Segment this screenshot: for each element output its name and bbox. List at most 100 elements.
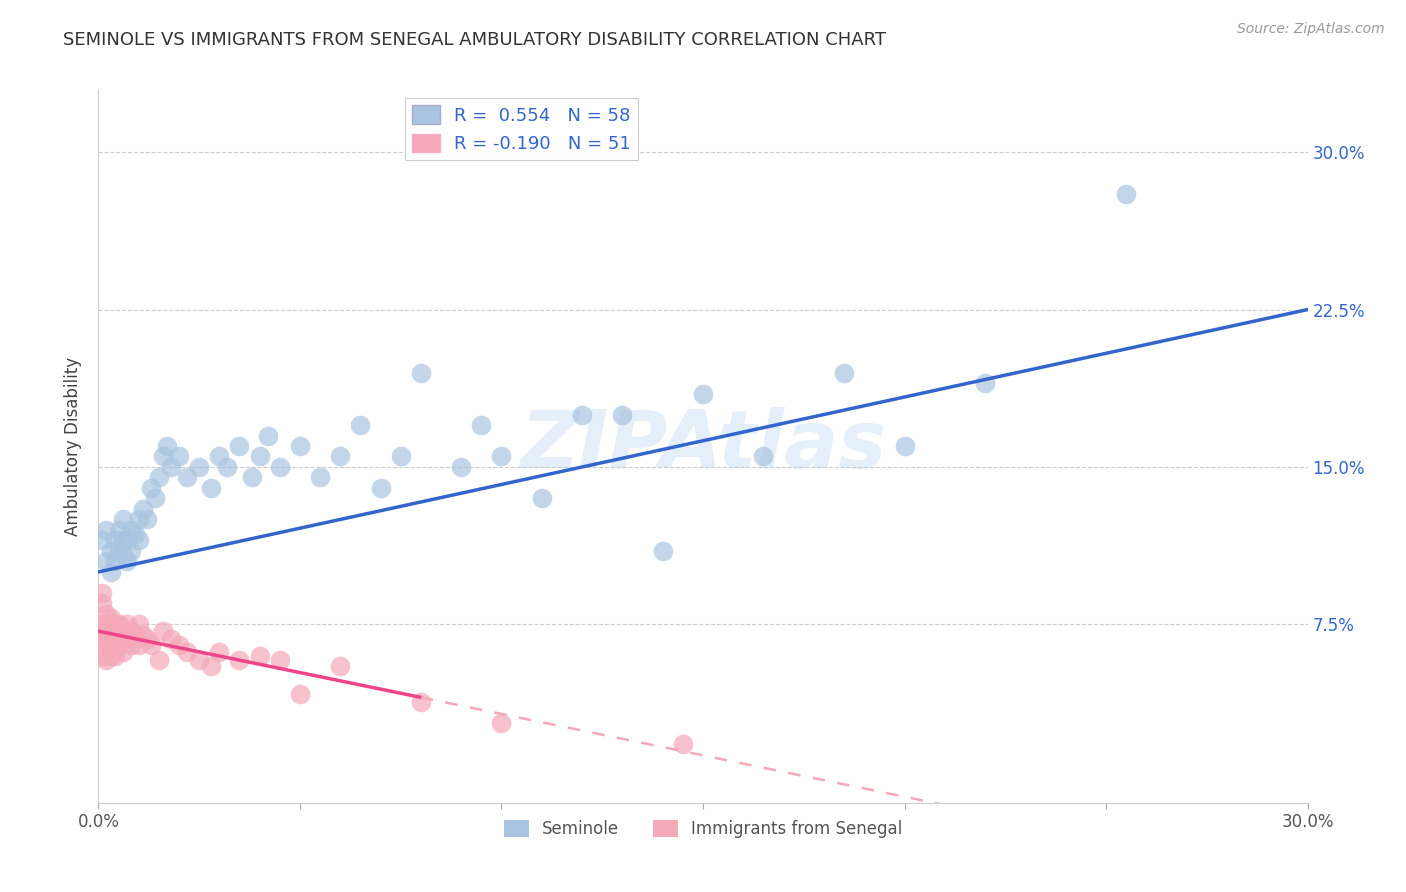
Point [208, 645, 231, 659]
Point [103, 533, 125, 548]
Point [256, 428, 278, 442]
Point [329, 450, 352, 464]
Point [208, 450, 231, 464]
Point [111, 632, 134, 646]
Point [115, 617, 138, 632]
Point [91, 533, 114, 548]
Point [103, 648, 125, 663]
Point [96, 523, 118, 537]
Point [96, 554, 118, 568]
Point [249, 450, 271, 464]
Point [156, 439, 179, 453]
Legend: Seminole, Immigrants from Senegal: Seminole, Immigrants from Senegal [498, 813, 908, 845]
Point [832, 366, 855, 380]
Point [288, 439, 311, 453]
Point [409, 366, 432, 380]
Point [96, 617, 118, 632]
Point [612, 408, 634, 422]
Point [132, 502, 155, 516]
Point [91, 617, 114, 632]
Point [100, 565, 122, 579]
Point [249, 648, 271, 663]
Point [96, 624, 118, 638]
Point [160, 632, 183, 646]
Y-axis label: Ambulatory Disability: Ambulatory Disability [65, 357, 83, 535]
Point [111, 512, 134, 526]
Point [91, 596, 114, 610]
Point [124, 628, 146, 642]
Point [100, 639, 122, 653]
Point [120, 544, 142, 558]
Point [240, 470, 263, 484]
Point [200, 481, 222, 495]
Point [96, 607, 118, 621]
Point [100, 611, 122, 625]
Point [152, 450, 174, 464]
Point [200, 659, 222, 673]
Point [389, 450, 412, 464]
Point [329, 659, 352, 673]
Point [309, 470, 332, 484]
Point [120, 639, 142, 653]
Text: ZIPAtlas: ZIPAtlas [520, 407, 886, 485]
Point [188, 460, 211, 475]
Point [132, 628, 155, 642]
Point [1115, 187, 1137, 202]
Point [111, 533, 134, 548]
Point [176, 645, 198, 659]
Point [530, 491, 553, 506]
Point [103, 554, 125, 568]
Point [103, 628, 125, 642]
Point [269, 653, 291, 667]
Point [135, 632, 157, 646]
Point [288, 687, 311, 701]
Point [228, 653, 250, 667]
Point [752, 450, 775, 464]
Point [176, 470, 198, 484]
Point [692, 386, 714, 401]
Point [128, 512, 150, 526]
Point [148, 470, 170, 484]
Point [103, 639, 125, 653]
Point [115, 632, 138, 646]
Point [107, 617, 129, 632]
Point [120, 624, 142, 638]
Point [111, 645, 134, 659]
Point [450, 460, 472, 475]
Point [893, 439, 915, 453]
Point [96, 628, 118, 642]
Point [269, 460, 291, 475]
Point [96, 639, 118, 653]
Point [143, 491, 166, 506]
Point [491, 716, 513, 731]
Point [152, 624, 174, 638]
Point [100, 648, 122, 663]
Point [107, 628, 129, 642]
Point [91, 648, 114, 663]
Point [128, 639, 150, 653]
Point [409, 695, 432, 709]
Point [107, 523, 129, 537]
Point [115, 554, 138, 568]
Point [160, 460, 183, 475]
Point [100, 544, 122, 558]
Point [139, 481, 162, 495]
Text: SEMINOLE VS IMMIGRANTS FROM SENEGAL AMBULATORY DISABILITY CORRELATION CHART: SEMINOLE VS IMMIGRANTS FROM SENEGAL AMBU… [63, 31, 886, 49]
Point [974, 376, 997, 390]
Point [103, 617, 125, 632]
Point [135, 512, 157, 526]
Point [100, 624, 122, 638]
Point [370, 481, 392, 495]
Point [124, 527, 146, 541]
Point [349, 417, 371, 432]
Point [91, 586, 114, 600]
Point [188, 653, 211, 667]
Point [139, 639, 162, 653]
Point [115, 533, 138, 548]
Point [148, 653, 170, 667]
Point [491, 450, 513, 464]
Point [91, 632, 114, 646]
Point [470, 417, 492, 432]
Point [228, 439, 250, 453]
Point [217, 460, 239, 475]
